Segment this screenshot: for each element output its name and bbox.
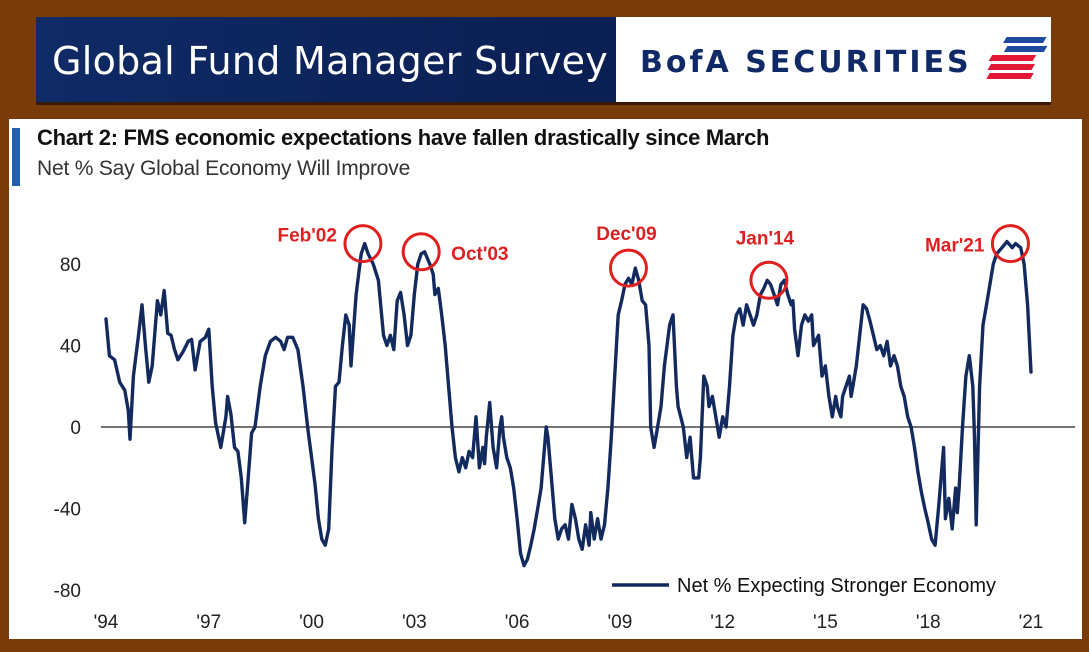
header-title: Global Fund Manager Survey: [52, 39, 609, 83]
chart-subtitle: Net % Say Global Economy Will Improve: [37, 157, 411, 180]
annotation-circle: [749, 260, 789, 300]
header-title-block: Global Fund Manager Survey: [36, 17, 616, 102]
title-accent-bar: [12, 128, 20, 186]
annotation-circle: [401, 232, 441, 272]
x-tick-label: '09: [608, 612, 633, 633]
y-tick-label: 80: [60, 255, 81, 276]
annotation-label: Mar'21: [925, 236, 985, 257]
x-tick-label: '12: [710, 612, 735, 633]
x-tick-label: '97: [196, 612, 221, 633]
y-tick-label: 40: [60, 337, 81, 358]
chart-panel: Chart 2: FMS economic expectations have …: [9, 119, 1082, 639]
annotation-label: Feb'02: [278, 226, 337, 247]
legend-label: Net % Expecting Stronger Economy: [677, 575, 996, 597]
chart-canvas: 80 40 0 -40 -80 '94 '97 '00 '03 '06 '09 '12 '15 '18 '2…: [54, 224, 1075, 633]
y-tick-label: 0: [70, 418, 81, 439]
chart-title: Chart 2: FMS economic expectations have …: [37, 125, 770, 150]
x-tick-label: '94: [94, 612, 119, 633]
y-tick-label: -80: [54, 581, 81, 602]
x-tick-label: '21: [1019, 612, 1044, 633]
annotation-label: Dec'09: [596, 224, 657, 245]
series-line-net-expecting-stronger-economy: [104, 239, 1033, 568]
annotation-label: Oct'03: [451, 244, 508, 265]
x-tick-label: '00: [299, 612, 324, 633]
header-banner: Global Fund Manager Survey BofA SECURITI…: [36, 17, 1051, 105]
brand-name: BofA SECURITIES: [640, 45, 972, 80]
y-tick-label: -40: [54, 500, 81, 521]
bofa-flag-logo-icon: [986, 37, 1048, 79]
x-tick-label: '18: [916, 612, 941, 633]
annotation-circle: [990, 224, 1030, 264]
x-tick-label: '03: [402, 612, 427, 633]
x-tick-label: '06: [505, 612, 530, 633]
annotation-circle: [343, 224, 383, 264]
annotation-label: Jan'14: [736, 228, 795, 249]
annotation-circle: [608, 248, 648, 288]
x-tick-label: '15: [813, 612, 838, 633]
